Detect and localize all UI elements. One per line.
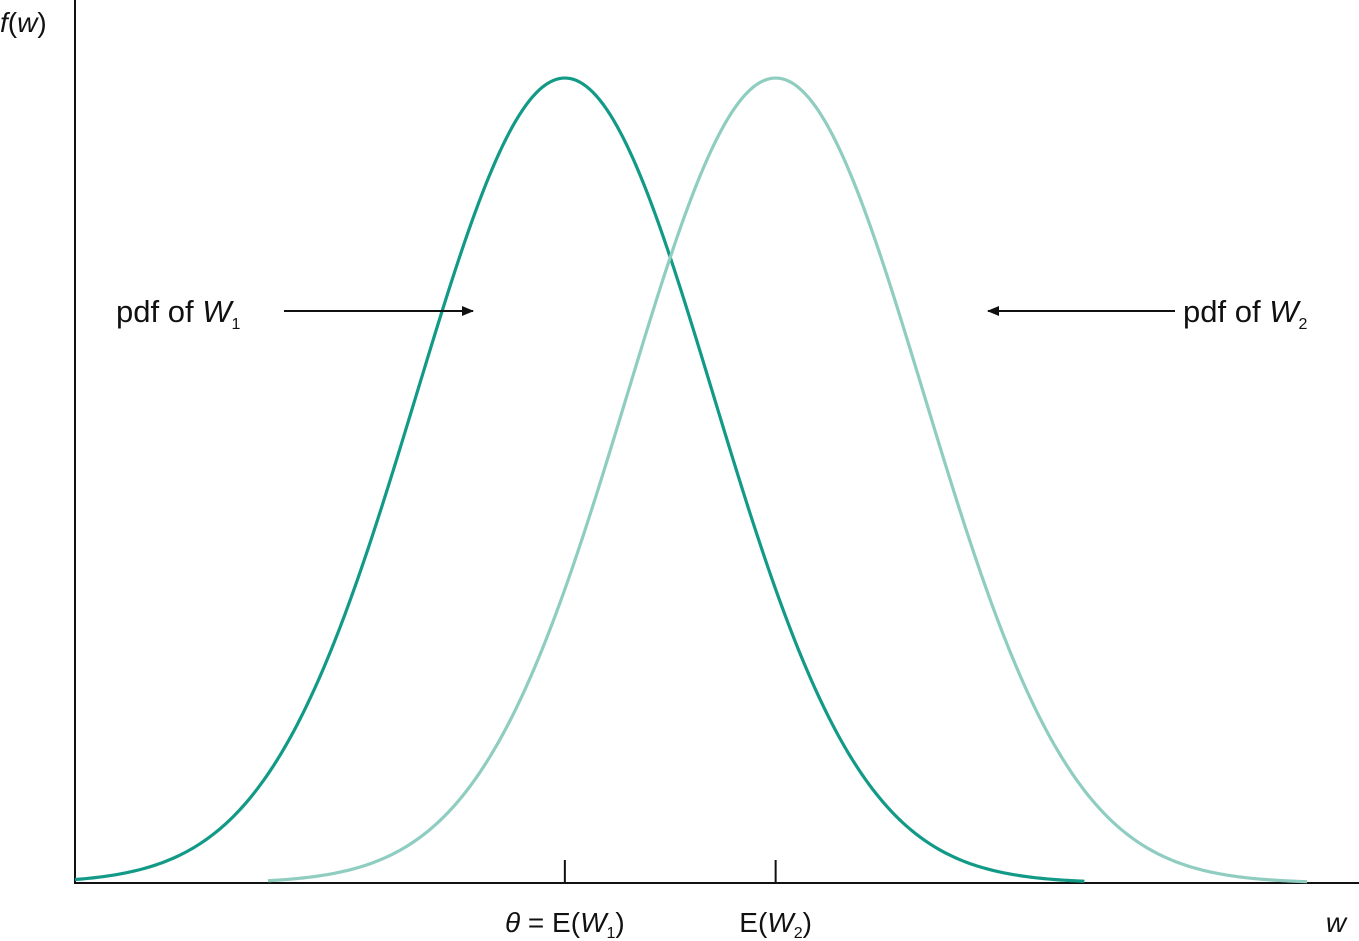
y-axis-label: f(w) — [0, 7, 47, 38]
annotation-pdf-w1: pdf of W1 — [116, 294, 240, 333]
annotation-pdf-w2: pdf of W2 — [1183, 294, 1307, 333]
x-tick-label-mean-w2: E(W2) — [739, 907, 812, 941]
x-axis-label: w — [1326, 907, 1348, 938]
series-line-w2 — [267, 76, 1308, 884]
x-tick-label-theta: θ = E(W1) — [505, 907, 625, 941]
series-line-w1 — [74, 76, 1085, 883]
